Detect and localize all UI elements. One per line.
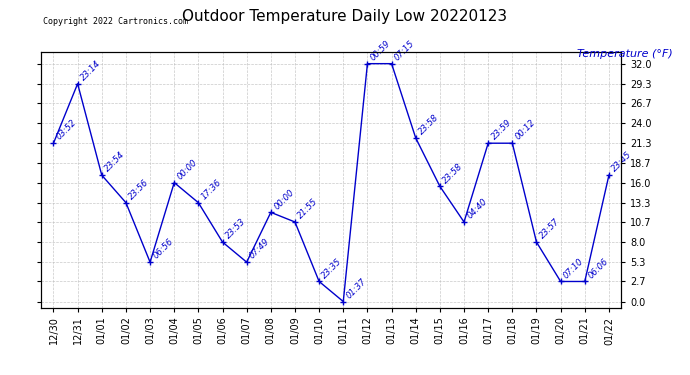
- Text: 23:14: 23:14: [79, 59, 103, 82]
- Text: 07:49: 07:49: [248, 237, 272, 261]
- Text: 00:59: 00:59: [369, 39, 393, 62]
- Text: Copyright 2022 Cartronics.com: Copyright 2022 Cartronics.com: [43, 17, 188, 26]
- Text: 00:00: 00:00: [273, 188, 296, 211]
- Text: 23:58: 23:58: [442, 161, 465, 185]
- Text: 07:10: 07:10: [562, 256, 586, 280]
- Text: 21:55: 21:55: [297, 197, 320, 220]
- Text: 23:54: 23:54: [104, 150, 127, 174]
- Text: 23:58: 23:58: [417, 113, 441, 136]
- Text: 23:57: 23:57: [538, 217, 562, 241]
- Text: Outdoor Temperature Daily Low 20220123: Outdoor Temperature Daily Low 20220123: [182, 9, 508, 24]
- Text: 23:53: 23:53: [224, 217, 248, 241]
- Text: 17:36: 17:36: [200, 178, 224, 201]
- Text: 23:59: 23:59: [490, 118, 513, 142]
- Text: 00:00: 00:00: [176, 158, 199, 181]
- Text: 23:35: 23:35: [321, 256, 344, 280]
- Text: 07:15: 07:15: [393, 39, 417, 62]
- Text: 03:52: 03:52: [55, 118, 79, 142]
- Text: 23:56: 23:56: [128, 178, 151, 201]
- Text: Temperature (°F): Temperature (°F): [577, 49, 673, 59]
- Text: 04:40: 04:40: [466, 197, 489, 220]
- Text: 06:06: 06:06: [586, 256, 610, 280]
- Text: 00:12: 00:12: [514, 118, 538, 142]
- Text: 01:37: 01:37: [345, 277, 368, 300]
- Text: 06:56: 06:56: [152, 237, 175, 261]
- Text: 23:45: 23:45: [611, 150, 634, 174]
